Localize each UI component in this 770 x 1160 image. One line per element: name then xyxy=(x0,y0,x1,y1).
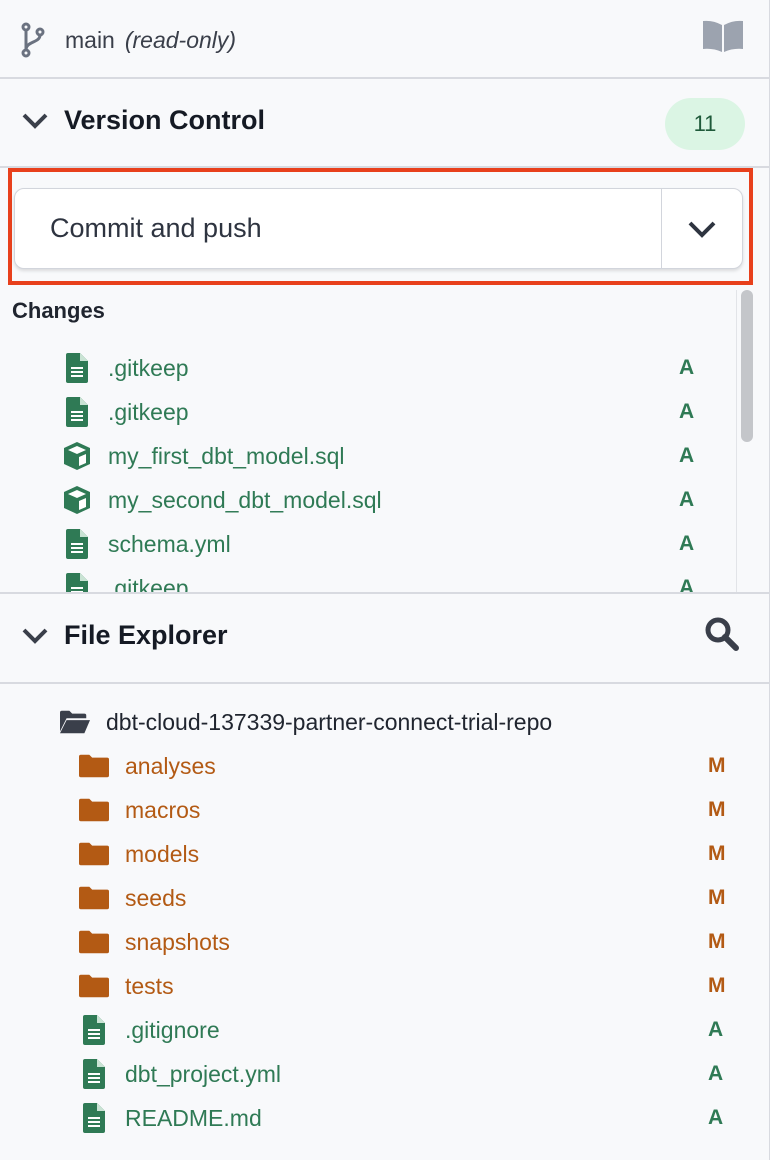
file-explorer-title: File Explorer xyxy=(64,620,228,650)
commit-options-dropdown[interactable] xyxy=(661,189,742,268)
file-explorer-item[interactable]: .gitignore xyxy=(79,1008,220,1052)
file-status: M xyxy=(708,798,726,821)
repo-root-name: dbt-cloud-137339-partner-connect-trial-r… xyxy=(106,708,553,735)
change-status: A xyxy=(679,532,695,555)
file-status: A xyxy=(708,1062,724,1085)
file-icon xyxy=(62,353,92,383)
model-cube-icon xyxy=(62,485,92,515)
file-explorer-item[interactable]: models xyxy=(79,832,199,876)
change-status: A xyxy=(679,576,695,593)
file-explorer-item[interactable]: README.md xyxy=(79,1096,262,1140)
change-status: A xyxy=(679,444,695,467)
change-status: A xyxy=(679,488,695,511)
model-cube-icon xyxy=(62,441,92,471)
changes-count-badge: 11 xyxy=(665,98,745,150)
file-explorer-item[interactable]: analyses xyxy=(79,744,216,788)
file-status: M xyxy=(708,930,726,953)
file-explorer-item-name: README.md xyxy=(125,1104,262,1131)
file-explorer-item[interactable]: seeds xyxy=(79,876,186,920)
change-file-name: .gitkeep xyxy=(108,398,189,425)
change-item[interactable]: schema.yml xyxy=(62,522,231,566)
change-item[interactable]: .gitkeep xyxy=(62,390,189,434)
chevron-down-icon xyxy=(688,221,716,238)
change-file-name: .gitkeep xyxy=(108,354,189,381)
chevron-down-icon xyxy=(22,628,48,644)
file-icon xyxy=(62,573,92,593)
folder-icon xyxy=(79,839,109,869)
branch-mode: (read-only) xyxy=(124,26,237,53)
file-status: M xyxy=(708,886,726,909)
file-explorer-item-name: macros xyxy=(125,796,201,823)
file-explorer-item-name: tests xyxy=(125,972,174,999)
file-status: M xyxy=(708,974,726,997)
chevron-down-icon xyxy=(22,113,48,129)
file-explorer-item[interactable]: dbt_project.yml xyxy=(79,1052,281,1096)
file-explorer-item[interactable]: snapshots xyxy=(79,920,230,964)
file-status: M xyxy=(708,842,726,865)
file-status: A xyxy=(708,1018,724,1041)
folder-icon xyxy=(79,971,109,1001)
file-explorer-item-name: models xyxy=(125,840,200,867)
file-status: M xyxy=(708,754,726,777)
changes-scrollbar[interactable] xyxy=(736,290,756,593)
changes-list: .gitkeep A .gitkeep A my_first_dbt_model… xyxy=(0,346,735,593)
file-explorer-item-name: snapshots xyxy=(125,928,230,955)
file-status: A xyxy=(708,1106,724,1129)
version-control-title: Version Control xyxy=(64,105,266,135)
file-explorer-item-name: seeds xyxy=(125,884,187,911)
branch-indicator: main (read-only) xyxy=(20,18,236,62)
version-control-header[interactable]: Version Control xyxy=(20,105,265,136)
file-icon xyxy=(62,529,92,559)
git-branch-icon xyxy=(21,22,45,58)
change-file-name: my_second_dbt_model.sql xyxy=(108,486,382,513)
change-item[interactable]: my_second_dbt_model.sql xyxy=(62,478,382,522)
book-icon[interactable] xyxy=(702,20,744,52)
change-item[interactable]: .gitkeep xyxy=(62,346,189,390)
commit-and-push-button[interactable]: Commit and push xyxy=(50,213,262,243)
file-icon xyxy=(62,397,92,427)
folder-icon xyxy=(79,795,109,825)
changes-title: Changes xyxy=(12,298,105,323)
highlight-box xyxy=(8,168,753,285)
file-explorer-item-name: analyses xyxy=(125,752,216,779)
file-icon xyxy=(79,1103,109,1133)
commit-split-button[interactable]: Commit and push xyxy=(14,188,743,269)
file-explorer-item-name: dbt_project.yml xyxy=(125,1060,281,1087)
file-explorer-header[interactable]: File Explorer xyxy=(20,620,228,651)
change-status: A xyxy=(679,400,695,423)
change-file-name: my_first_dbt_model.sql xyxy=(108,442,345,469)
scrollbar-thumb[interactable] xyxy=(741,290,753,442)
folder-open-icon xyxy=(60,707,90,737)
change-item[interactable]: my_first_dbt_model.sql xyxy=(62,434,345,478)
file-icon xyxy=(79,1059,109,1089)
branch-name: main xyxy=(65,26,115,53)
change-status: A xyxy=(679,356,695,379)
change-item[interactable]: .gitkeep xyxy=(62,566,189,593)
folder-icon xyxy=(79,883,109,913)
folder-icon xyxy=(79,927,109,957)
file-icon xyxy=(79,1015,109,1045)
folder-icon xyxy=(79,751,109,781)
search-icon[interactable] xyxy=(704,616,740,652)
file-explorer-item[interactable]: tests xyxy=(79,964,174,1008)
file-explorer-item-name: .gitignore xyxy=(125,1016,220,1043)
change-file-name: schema.yml xyxy=(108,530,231,557)
repo-root-folder[interactable]: dbt-cloud-137339-partner-connect-trial-r… xyxy=(60,700,552,744)
change-file-name: .gitkeep xyxy=(108,574,189,594)
file-explorer-item[interactable]: macros xyxy=(79,788,200,832)
